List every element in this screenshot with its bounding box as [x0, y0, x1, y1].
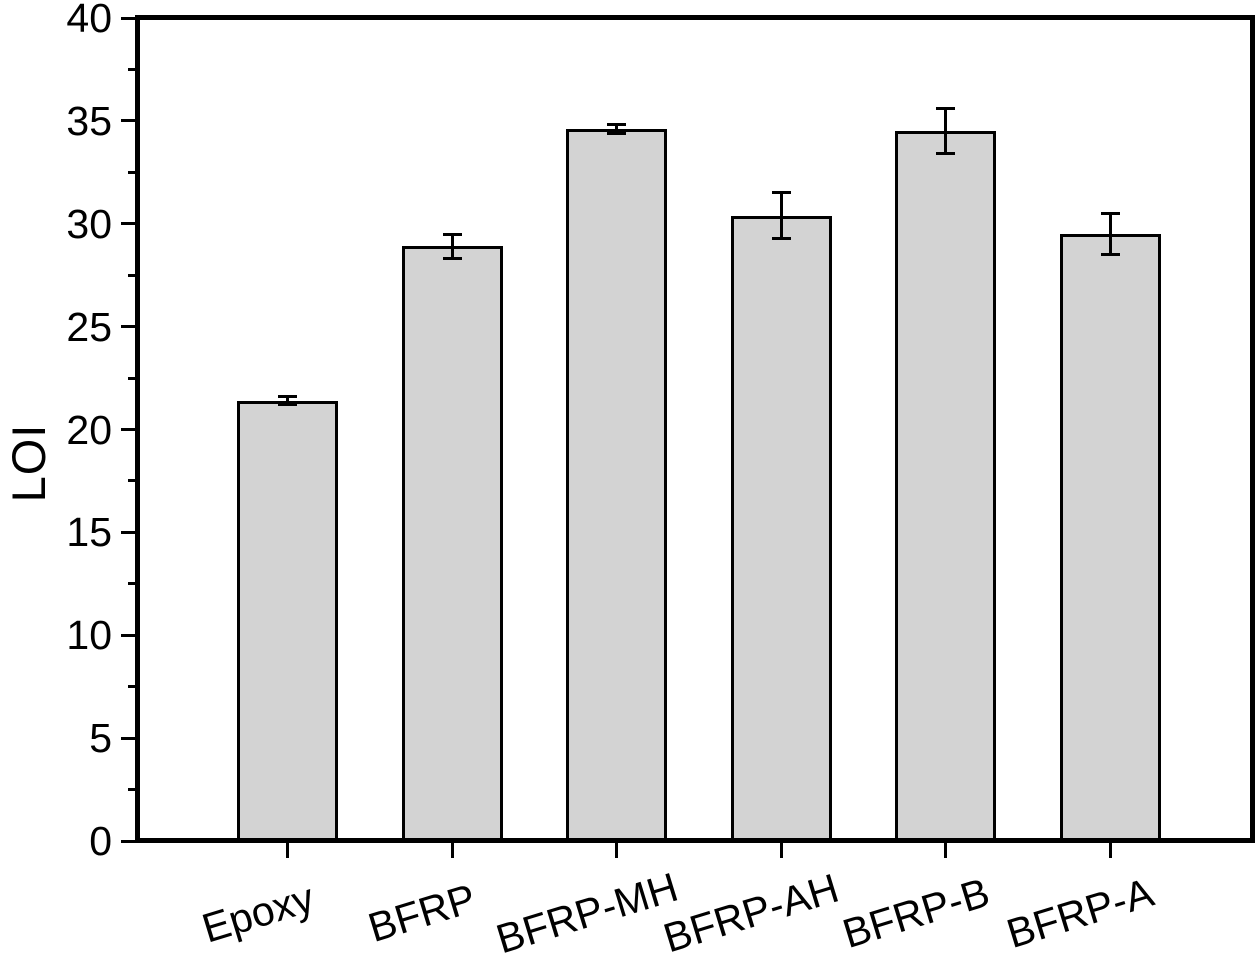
- error-cap-top-bfrp: [442, 232, 462, 236]
- error-cap-bottom-bfrp: [442, 257, 462, 261]
- error-cap-top-bfrp-b: [936, 107, 955, 111]
- y-minor-tick-22.5: [128, 376, 136, 380]
- y-tick-label-5: 5: [89, 715, 112, 762]
- bar-bfrp-ah: [730, 215, 832, 842]
- y-tick-label-35: 35: [66, 97, 112, 144]
- bar-epoxy: [237, 400, 338, 842]
- x-tick-bfrp-mh: [615, 843, 618, 858]
- y-minor-tick-27.5: [128, 273, 136, 277]
- error-cap-bottom-bfrp-mh: [607, 131, 626, 135]
- x-tick-bfrp-ah: [779, 843, 783, 858]
- y-minor-tick-32.5: [128, 170, 136, 174]
- y-tick-label-30: 30: [66, 200, 112, 247]
- error-bar-epoxy: [286, 396, 289, 405]
- y-major-tick-25: [121, 325, 136, 329]
- error-cap-bottom-epoxy: [278, 403, 297, 407]
- y-minor-tick-12.5: [128, 582, 136, 586]
- y-minor-tick-17.5: [128, 479, 136, 483]
- x-tick-bfrp: [450, 843, 454, 858]
- x-tick-label-bfrp-ah: BFRP-AH: [658, 864, 844, 955]
- bar-bfrp-a: [1059, 234, 1161, 842]
- y-major-tick-15: [121, 530, 136, 534]
- y-major-tick-30: [121, 222, 136, 226]
- error-cap-bottom-bfrp-a: [1100, 253, 1120, 257]
- error-cap-top-epoxy: [278, 395, 297, 399]
- y-tick-label-10: 10: [66, 612, 112, 659]
- error-bar-bfrp-b: [944, 108, 947, 154]
- y-tick-label-0: 0: [89, 818, 112, 864]
- error-bar-bfrp-mh: [615, 124, 618, 134]
- x-tick-label-epoxy: Epoxy: [196, 874, 319, 952]
- bar-bfrp: [401, 246, 503, 842]
- error-cap-bottom-bfrp-b: [936, 152, 955, 156]
- y-axis-title: LOI: [2, 423, 55, 503]
- x-tick-label-bfrp-a: BFRP-A: [1001, 869, 1159, 955]
- error-bar-bfrp: [450, 234, 454, 259]
- error-cap-bottom-bfrp-ah: [771, 236, 791, 240]
- x-tick-bfrp-a: [1108, 843, 1112, 858]
- bar-bfrp-b: [895, 131, 996, 842]
- bar-bfrp-mh: [566, 129, 667, 842]
- error-cap-top-bfrp-mh: [607, 123, 626, 127]
- y-major-tick-20: [121, 428, 136, 431]
- y-tick-label-25: 25: [66, 303, 112, 350]
- error-bar-bfrp-ah: [779, 192, 783, 239]
- y-major-tick-35: [121, 119, 136, 123]
- x-tick-epoxy: [286, 843, 289, 858]
- y-tick-label-20: 20: [66, 406, 112, 453]
- x-tick-label-bfrp-mh: BFRP-MH: [490, 863, 683, 955]
- y-minor-tick-37.5: [128, 67, 136, 71]
- x-tick-label-bfrp: BFRP: [362, 875, 482, 951]
- x-tick-bfrp-b: [944, 843, 947, 858]
- y-major-tick-10: [121, 633, 136, 637]
- error-bar-bfrp-a: [1108, 213, 1112, 255]
- y-major-tick-40: [121, 16, 136, 20]
- x-tick-label-bfrp-b: BFRP-B: [836, 869, 995, 955]
- y-tick-label-40: 40: [66, 0, 112, 41]
- error-cap-top-bfrp-a: [1100, 211, 1120, 215]
- y-major-tick-5: [121, 736, 136, 740]
- y-tick-label-15: 15: [66, 509, 112, 556]
- y-minor-tick-7.5: [128, 685, 136, 689]
- y-minor-tick-2.5: [128, 788, 136, 792]
- error-cap-top-bfrp-ah: [771, 191, 791, 195]
- y-major-tick-0: [121, 839, 136, 843]
